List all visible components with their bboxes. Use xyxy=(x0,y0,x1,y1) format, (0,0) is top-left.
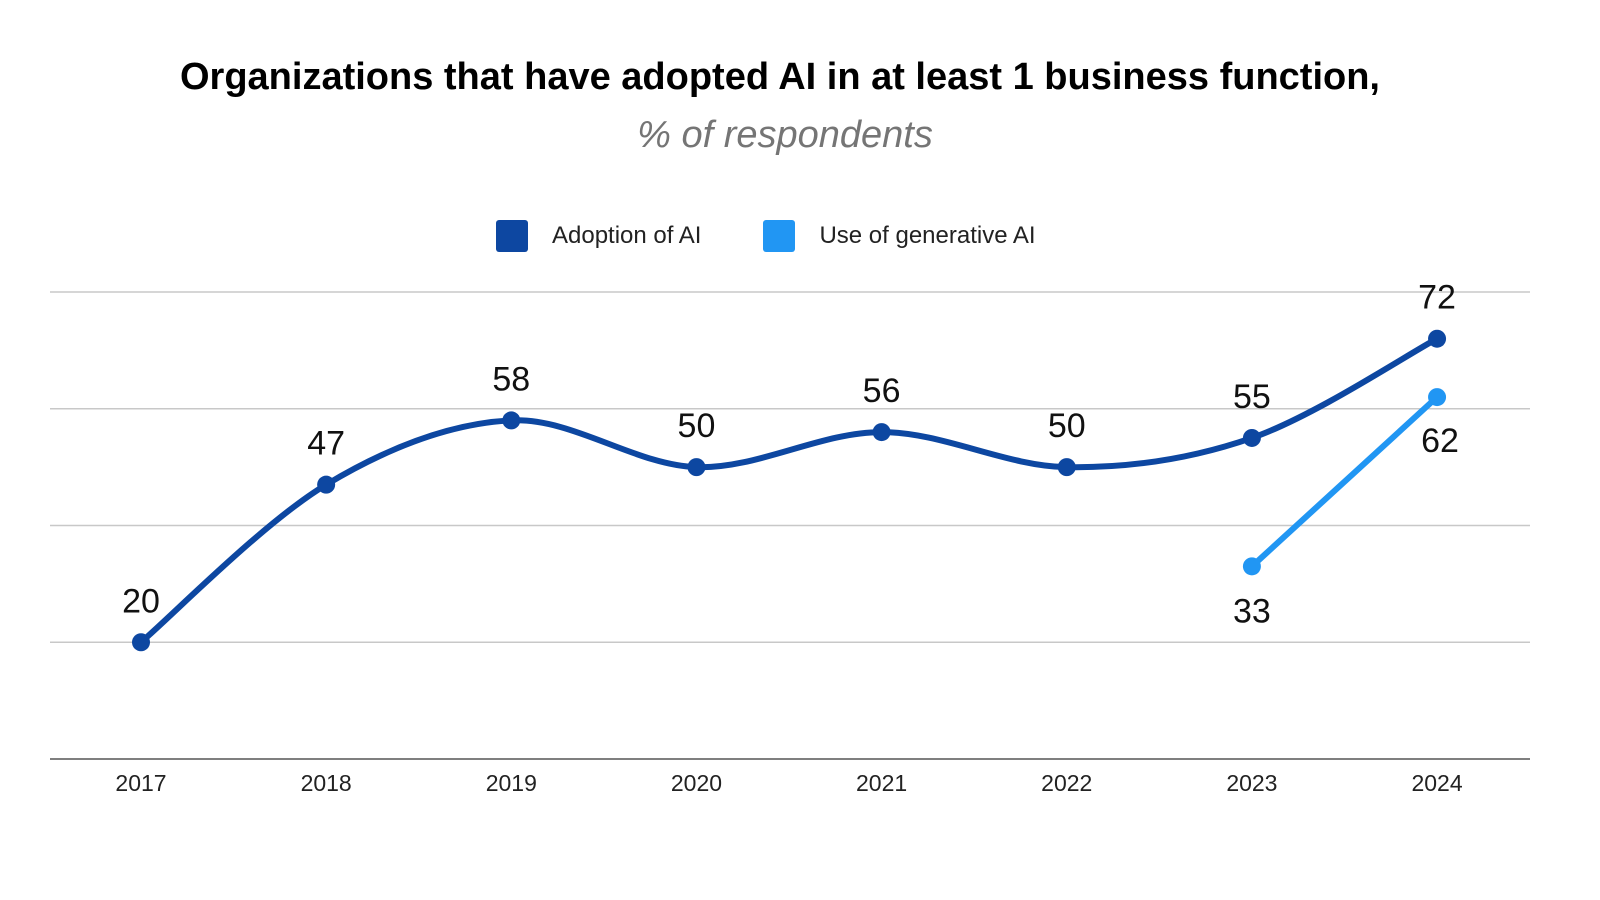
data-label: 62 xyxy=(1421,422,1459,460)
data-point xyxy=(687,458,706,477)
x-tick-label: 2024 xyxy=(1411,770,1462,796)
data-point xyxy=(132,633,150,652)
legend-item-genai[interactable]: Use of generative AI xyxy=(763,220,1036,252)
data-label: 56 xyxy=(863,372,901,410)
chart-title: Organizations that have adopted AI in at… xyxy=(179,56,1380,98)
data-label: 50 xyxy=(1048,407,1086,445)
data-point xyxy=(1242,428,1261,447)
series-line-1 xyxy=(1248,394,1441,570)
data-label: 20 xyxy=(122,582,160,620)
data-point xyxy=(872,423,891,442)
chart-subtitle: % of respondents xyxy=(637,114,933,156)
legend-swatch-adoption xyxy=(496,220,528,252)
x-tick-label: 2017 xyxy=(115,770,166,796)
data-point xyxy=(502,411,521,430)
x-tick-label: 2018 xyxy=(301,770,352,796)
data-label: 55 xyxy=(1233,378,1271,416)
x-tick-label: 2019 xyxy=(486,770,537,796)
data-point xyxy=(1057,458,1076,477)
x-tick-label: 2021 xyxy=(856,770,907,796)
data-point xyxy=(1428,329,1447,348)
x-tick-label: 2023 xyxy=(1226,770,1277,796)
legend-item-adoption[interactable]: Adoption of AI xyxy=(496,220,701,252)
data-label: 58 xyxy=(492,360,530,398)
data-label: 72 xyxy=(1418,279,1456,317)
x-tick-label: 2022 xyxy=(1041,770,1092,796)
data-label: 47 xyxy=(307,425,345,463)
legend: Adoption of AI Use of generative AI xyxy=(496,220,1098,252)
x-tick-label: 2020 xyxy=(671,770,722,796)
data-point xyxy=(317,475,336,494)
data-label: 50 xyxy=(678,407,716,445)
legend-label-adoption: Adoption of AI xyxy=(552,222,702,249)
legend-label-genai: Use of generative AI xyxy=(819,222,1036,249)
data-label: 33 xyxy=(1233,592,1271,630)
data-point xyxy=(1428,388,1447,407)
data-point xyxy=(1242,557,1261,576)
legend-swatch-genai xyxy=(763,220,796,252)
